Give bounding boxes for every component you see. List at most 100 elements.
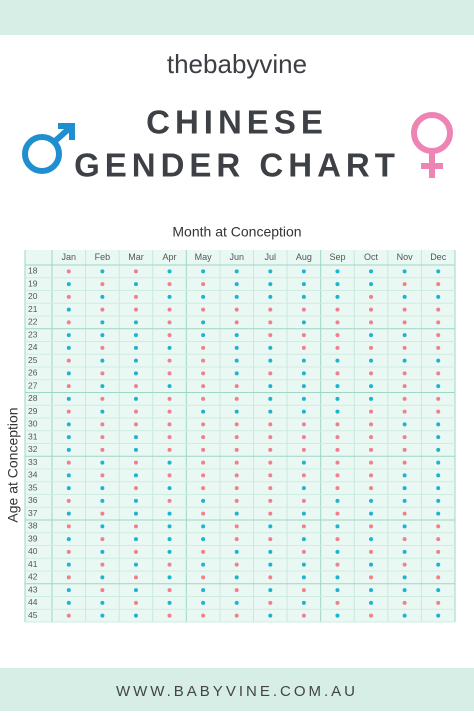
gender-dot	[234, 358, 239, 363]
gender-dot	[234, 294, 239, 299]
gender-dot	[301, 575, 306, 580]
gender-dot	[201, 422, 206, 427]
gender-dot	[201, 269, 206, 274]
gender-dot	[66, 447, 71, 452]
gender-dot	[66, 358, 71, 363]
gender-dot	[167, 294, 172, 299]
gender-dot	[301, 486, 306, 491]
gender-dot	[100, 345, 105, 350]
gender-dot	[234, 320, 239, 325]
gender-dot	[268, 524, 273, 529]
gender-dot	[234, 333, 239, 338]
gender-dot	[234, 307, 239, 312]
gender-dot	[402, 333, 407, 338]
gender-dot	[268, 435, 273, 440]
gender-dot	[133, 435, 138, 440]
grid-background	[25, 250, 455, 622]
gender-dot	[133, 358, 138, 363]
gender-dot	[167, 562, 172, 567]
gender-dot	[100, 588, 105, 593]
age-label: 45	[28, 610, 38, 620]
gender-dot	[167, 549, 172, 554]
gender-dot	[335, 307, 340, 312]
logo: thebabyvine	[167, 49, 307, 79]
gender-dot	[369, 460, 374, 465]
gender-dot	[133, 575, 138, 580]
gender-dot	[268, 549, 273, 554]
gender-dot	[201, 486, 206, 491]
gender-dot	[133, 294, 138, 299]
age-label: 19	[28, 278, 38, 288]
gender-dot	[335, 562, 340, 567]
gender-dot	[201, 447, 206, 452]
gender-dot	[268, 333, 273, 338]
gender-dot	[234, 422, 239, 427]
gender-dot	[100, 486, 105, 491]
gender-dot	[402, 409, 407, 414]
gender-dot	[201, 320, 206, 325]
gender-dot	[66, 282, 71, 287]
y-axis-label: Age at Conception	[5, 407, 21, 522]
gender-dot	[234, 384, 239, 389]
month-header: May	[195, 252, 213, 262]
month-header: Dec	[430, 252, 447, 262]
gender-dot	[66, 396, 71, 401]
gender-dot	[167, 358, 172, 363]
gender-dot	[201, 537, 206, 542]
gender-dot	[133, 486, 138, 491]
gender-dot	[301, 562, 306, 567]
gender-dot	[436, 600, 441, 605]
gender-dot	[369, 575, 374, 580]
gender-dot	[167, 396, 172, 401]
gender-dot	[335, 473, 340, 478]
gender-dot	[436, 422, 441, 427]
gender-dot	[234, 600, 239, 605]
gender-dot	[369, 549, 374, 554]
gender-dot	[234, 537, 239, 542]
gender-dot	[100, 358, 105, 363]
gender-dot	[301, 537, 306, 542]
gender-dot	[66, 575, 71, 580]
gender-dot	[301, 333, 306, 338]
gender-dot	[268, 511, 273, 516]
gender-dot	[234, 549, 239, 554]
gender-dot	[100, 562, 105, 567]
gender-dot	[234, 396, 239, 401]
gender-dot	[301, 600, 306, 605]
gender-dot	[201, 282, 206, 287]
gender-dot	[268, 600, 273, 605]
gender-dot	[66, 435, 71, 440]
gender-dot	[234, 473, 239, 478]
gender-dot	[436, 460, 441, 465]
gender-dot	[201, 498, 206, 503]
gender-dot	[201, 435, 206, 440]
gender-dot	[369, 307, 374, 312]
gender-dot	[335, 371, 340, 376]
month-header: Jun	[229, 252, 244, 262]
gender-dot	[100, 409, 105, 414]
gender-dot	[201, 600, 206, 605]
gender-dot	[234, 524, 239, 529]
footer-url: WWW.BABYVINE.COM.AU	[116, 683, 358, 700]
gender-dot	[369, 320, 374, 325]
gender-dot	[268, 371, 273, 376]
gender-dot	[133, 498, 138, 503]
gender-dot	[335, 575, 340, 580]
gender-dot	[167, 447, 172, 452]
gender-dot	[201, 588, 206, 593]
gender-dot	[167, 282, 172, 287]
female-symbol	[411, 112, 453, 178]
gender-dot	[234, 575, 239, 580]
gender-dot	[402, 613, 407, 618]
gender-dot	[402, 358, 407, 363]
gender-dot	[66, 524, 71, 529]
gender-dot	[268, 358, 273, 363]
gender-dot	[167, 409, 172, 414]
gender-dot	[369, 294, 374, 299]
gender-dot	[167, 524, 172, 529]
gender-dot	[100, 422, 105, 427]
gender-dot	[66, 269, 71, 274]
gender-dot	[66, 562, 71, 567]
gender-dot	[335, 320, 340, 325]
